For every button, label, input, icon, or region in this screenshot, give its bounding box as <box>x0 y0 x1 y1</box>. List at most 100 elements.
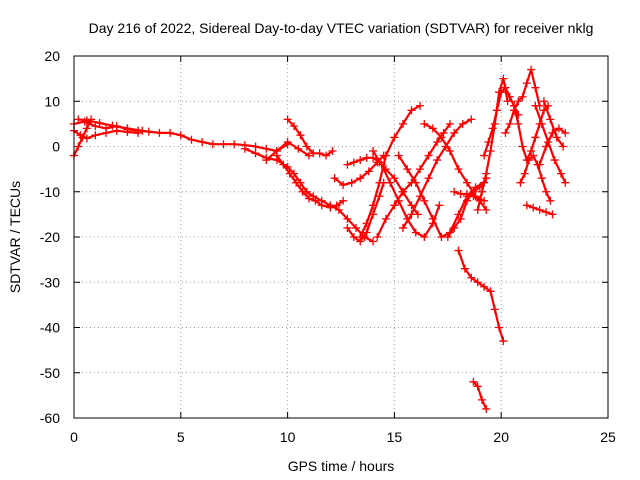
data-point <box>369 153 378 162</box>
y-tick-label: -50 <box>40 365 60 381</box>
series-arc-12 <box>356 101 425 241</box>
data-point <box>514 97 523 106</box>
data-point <box>364 167 373 176</box>
data-point <box>428 124 437 133</box>
data-point <box>463 196 472 205</box>
data-point <box>240 144 249 153</box>
data-point <box>450 223 459 232</box>
data-point <box>304 194 313 203</box>
data-point <box>407 201 416 210</box>
data-point <box>369 237 378 246</box>
data-point <box>82 124 91 133</box>
data-point <box>82 134 91 143</box>
data-point <box>463 178 472 187</box>
y-tick-label: -40 <box>40 320 60 336</box>
data-point <box>290 122 299 131</box>
y-tick-label: -30 <box>40 274 60 290</box>
data-point <box>381 214 390 223</box>
data-point <box>375 192 384 201</box>
data-point <box>469 377 478 386</box>
data-point <box>559 142 568 151</box>
data-point <box>390 201 399 210</box>
data-point <box>503 97 512 106</box>
data-point <box>428 214 437 223</box>
data-point <box>351 223 360 232</box>
data-point <box>187 135 196 144</box>
data-point <box>373 233 382 241</box>
data-point <box>535 160 544 169</box>
data-point <box>522 79 531 88</box>
data-point <box>155 128 164 137</box>
series-arc-07 <box>283 115 337 160</box>
data-point <box>445 119 454 128</box>
data-point <box>91 131 100 140</box>
data-point <box>450 128 459 137</box>
data-point <box>294 144 303 153</box>
data-point <box>435 201 444 210</box>
data-point <box>198 137 207 146</box>
series-arc-06 <box>272 151 348 212</box>
data-point <box>516 178 525 187</box>
data-point <box>219 140 228 149</box>
x-axis-label: GPS time / hours <box>288 458 395 474</box>
data-point <box>292 178 301 187</box>
data-point <box>522 201 531 210</box>
data-point <box>411 178 420 187</box>
data-point <box>322 151 331 160</box>
data-point <box>467 273 476 282</box>
series-arc-29 <box>535 124 570 169</box>
data-point <box>230 140 239 149</box>
data-point <box>542 208 551 217</box>
data-point <box>542 142 551 151</box>
data-point <box>176 131 185 140</box>
series-arc-21 <box>469 377 491 413</box>
data-point <box>477 395 486 404</box>
data-point <box>78 133 87 142</box>
series-arc-04 <box>74 115 147 135</box>
data-point <box>390 174 399 183</box>
data-point <box>484 137 493 146</box>
data-point <box>499 74 508 83</box>
y-tick-label: 10 <box>44 93 60 109</box>
data-point <box>510 101 519 110</box>
series-line <box>275 154 345 209</box>
data-point <box>454 246 463 255</box>
y-axis-label: SDTVAR / TECUs <box>7 181 23 293</box>
data-point <box>433 137 442 146</box>
data-point <box>356 156 365 165</box>
data-point <box>398 119 407 128</box>
series-arc-24 <box>501 65 544 137</box>
data-point <box>424 151 433 160</box>
data-point <box>520 169 529 178</box>
data-point <box>411 228 420 237</box>
data-point <box>482 205 491 214</box>
series-layer <box>70 65 570 413</box>
data-point <box>557 169 566 178</box>
data-point <box>296 131 305 140</box>
data-point <box>518 142 527 151</box>
data-point <box>499 337 508 346</box>
series-line <box>423 122 486 202</box>
data-point <box>386 178 395 187</box>
data-point <box>531 133 540 142</box>
data-point <box>317 201 326 210</box>
data-point <box>546 196 555 205</box>
data-point <box>394 196 403 205</box>
data-point <box>407 210 416 219</box>
data-point <box>369 201 378 210</box>
data-point <box>343 214 352 223</box>
y-tick-label: -20 <box>40 229 60 245</box>
series-line <box>542 100 565 148</box>
data-point <box>403 165 412 174</box>
series-arc-11 <box>343 178 388 246</box>
data-point <box>208 140 217 149</box>
data-point <box>95 118 104 127</box>
data-point <box>74 142 83 151</box>
x-tick-label: 5 <box>177 429 185 445</box>
data-point <box>458 119 467 128</box>
data-point <box>339 196 348 205</box>
data-point <box>490 305 499 314</box>
data-point <box>548 210 557 219</box>
chart-title: Day 216 of 2022, Sidereal Day-to-day VTE… <box>89 20 594 36</box>
